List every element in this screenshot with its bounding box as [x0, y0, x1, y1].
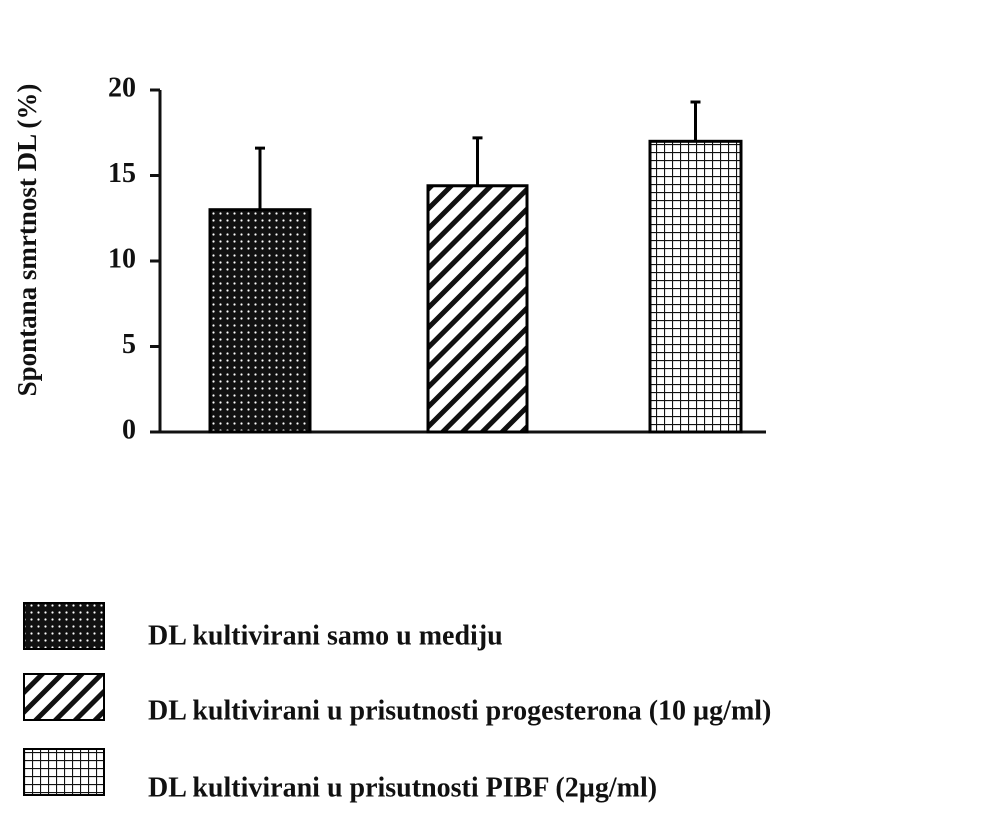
y-tick-label: 5 [122, 329, 136, 360]
bar [648, 139, 743, 434]
bar [426, 184, 529, 434]
y-tick-label: 10 [108, 243, 136, 274]
y-axis-label: Spontana smrtnost DL (%) [12, 84, 42, 397]
error-bar [472, 136, 483, 186]
error-bar [255, 146, 265, 210]
y-tick-label: 0 [122, 414, 136, 445]
legend-swatch [23, 673, 105, 721]
legend-label: DL kultivirani u prisutnosti PIBF (2µg/m… [148, 772, 657, 803]
legend-label: DL kultivirani u prisutnosti progesteron… [148, 695, 771, 726]
legend-label: DL kultivirani samo u mediju [148, 620, 503, 651]
legend-swatch [23, 748, 105, 796]
y-tick-label: 20 [108, 72, 136, 103]
y-tick-label: 15 [108, 158, 136, 189]
legend-swatch [23, 602, 105, 650]
bar [208, 208, 312, 434]
error-bar [690, 100, 701, 142]
